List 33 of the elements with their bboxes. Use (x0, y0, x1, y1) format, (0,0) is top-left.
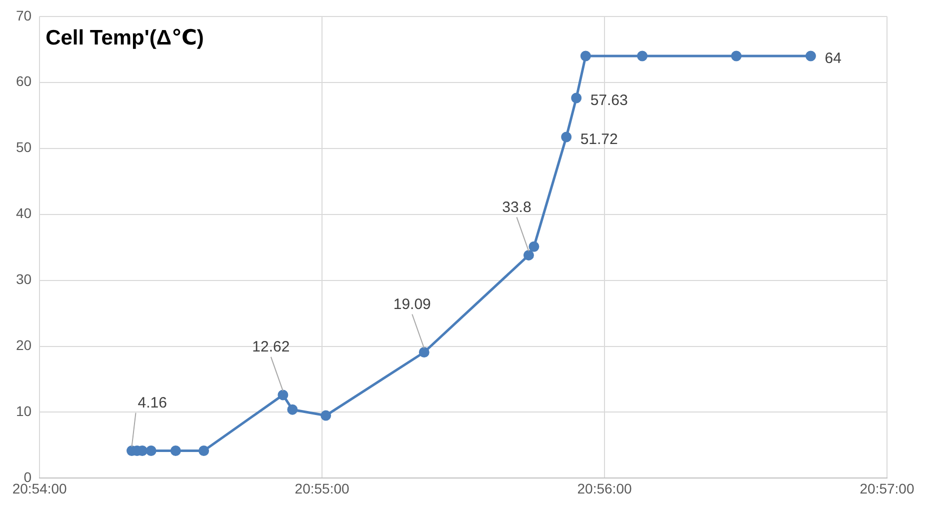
point (523, 250, 534, 260)
point (198, 446, 210, 456)
y-tick-label: 50 (16, 139, 32, 156)
data-label: 4.16 (138, 394, 167, 412)
y-tick-label: 60 (16, 73, 32, 90)
point (170, 446, 181, 456)
point (580, 50, 591, 62)
point (637, 50, 648, 62)
point (418, 347, 430, 358)
y-tick-label: 10 (16, 403, 32, 420)
point (805, 50, 816, 62)
point (287, 404, 298, 415)
point (528, 241, 540, 252)
y-tick-label: 70 (16, 7, 32, 24)
data-label: 19.09 (393, 296, 431, 313)
text: Cell Temp'(Δ℃) (46, 26, 204, 50)
y-tick-label: 30 (16, 271, 32, 288)
point (731, 50, 742, 62)
x-tick-label: 20:57:00 (860, 480, 914, 496)
point (320, 410, 332, 421)
x-tick-label: 20:55:00 (294, 480, 350, 496)
data-label: 51.72 (580, 131, 618, 148)
data-label: 57.63 (590, 92, 628, 110)
data-label: 64 (824, 50, 842, 68)
point (571, 92, 582, 104)
point (146, 446, 156, 456)
data-label: 33.8 (502, 198, 532, 216)
point (561, 132, 572, 142)
point (278, 390, 288, 400)
x-tick-label: 20:56:00 (577, 480, 632, 496)
y-tick-label: 20 (16, 337, 32, 354)
data-label: 12.62 (252, 338, 290, 356)
y-tick-label: 40 (16, 205, 32, 222)
